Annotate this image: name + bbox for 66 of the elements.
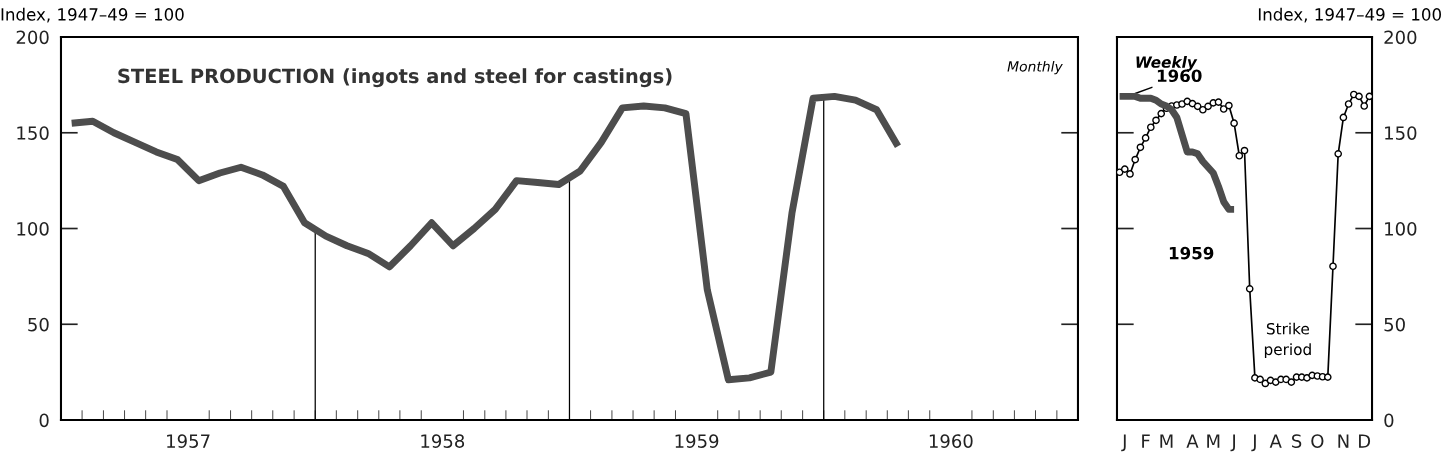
x-tick-label: M (1160, 434, 1173, 448)
point (1214, 98, 1223, 106)
point (1120, 165, 1129, 173)
point (1245, 285, 1254, 293)
point (1344, 100, 1353, 108)
point (1287, 378, 1296, 386)
point (1116, 168, 1124, 177)
point (1256, 375, 1264, 384)
point (1204, 102, 1212, 111)
x-tick-label: A (1269, 434, 1282, 448)
annotation: Weekly (1136, 56, 1198, 71)
y-tick-label: 150 (17, 126, 49, 140)
y2-tick-label: 50 (1384, 317, 1405, 332)
x-tick-label: J (1121, 434, 1126, 452)
x-tick-label: D (1359, 434, 1371, 448)
point (1271, 378, 1280, 386)
y2-tick-label: 150 (1385, 126, 1417, 140)
y2-axis-title: Index, 1947–49 = 100 (1258, 7, 1441, 23)
point (1235, 151, 1244, 160)
y-axis-title: Index, 1947–49 = 100 (1, 7, 184, 23)
point (1146, 123, 1155, 132)
text: 1959 (1169, 246, 1214, 260)
point (1131, 155, 1140, 164)
x-tick-label: N (1338, 434, 1349, 448)
x-tick-label: J (1230, 434, 1235, 452)
point (1126, 170, 1134, 178)
x-tick-label: F (1142, 434, 1150, 448)
x-tick-label: J (1251, 434, 1256, 452)
point (1152, 116, 1160, 125)
x-tick-label: S (1292, 434, 1302, 448)
point (1282, 375, 1290, 384)
x-tick-label: 1960 (929, 434, 973, 448)
point (1360, 102, 1369, 110)
point (1157, 109, 1166, 118)
x-tick-label: M (1207, 434, 1220, 448)
point (1199, 105, 1207, 114)
y-tick-label: 50 (28, 317, 49, 332)
point (1178, 100, 1186, 108)
point (1355, 92, 1363, 101)
y-tick-label: 100 (17, 221, 49, 236)
point (1219, 105, 1228, 113)
point (1329, 262, 1337, 271)
y2-tick-label: 0 (1384, 413, 1394, 428)
point (1240, 146, 1249, 155)
text: STEEL PRODUCTION (ingots and steel for castings) (118, 68, 672, 88)
series-label: 1960 (1157, 69, 1202, 83)
annotation: Strike period (1264, 322, 1311, 359)
point (1303, 374, 1311, 382)
point (1230, 119, 1238, 128)
point (1141, 134, 1150, 142)
point (1136, 143, 1145, 152)
x-tick-label: 1957 (167, 434, 210, 448)
point (1365, 92, 1373, 101)
point (1323, 373, 1332, 381)
x-tick-label: 1958 (421, 434, 465, 448)
point (1339, 113, 1348, 122)
y2-tick-label: 100 (1385, 221, 1417, 236)
y2-tick-label: 200 (1384, 30, 1417, 45)
point (1334, 150, 1343, 158)
x-tick-label: 1959 (675, 434, 719, 448)
y-tick-label: 0 (39, 413, 49, 428)
y-tick-label: 200 (16, 30, 49, 45)
annotation: Monthly (1007, 60, 1063, 75)
point (1225, 101, 1233, 110)
x-tick-label: A (1186, 434, 1199, 448)
x-tick-label: O (1311, 434, 1324, 448)
